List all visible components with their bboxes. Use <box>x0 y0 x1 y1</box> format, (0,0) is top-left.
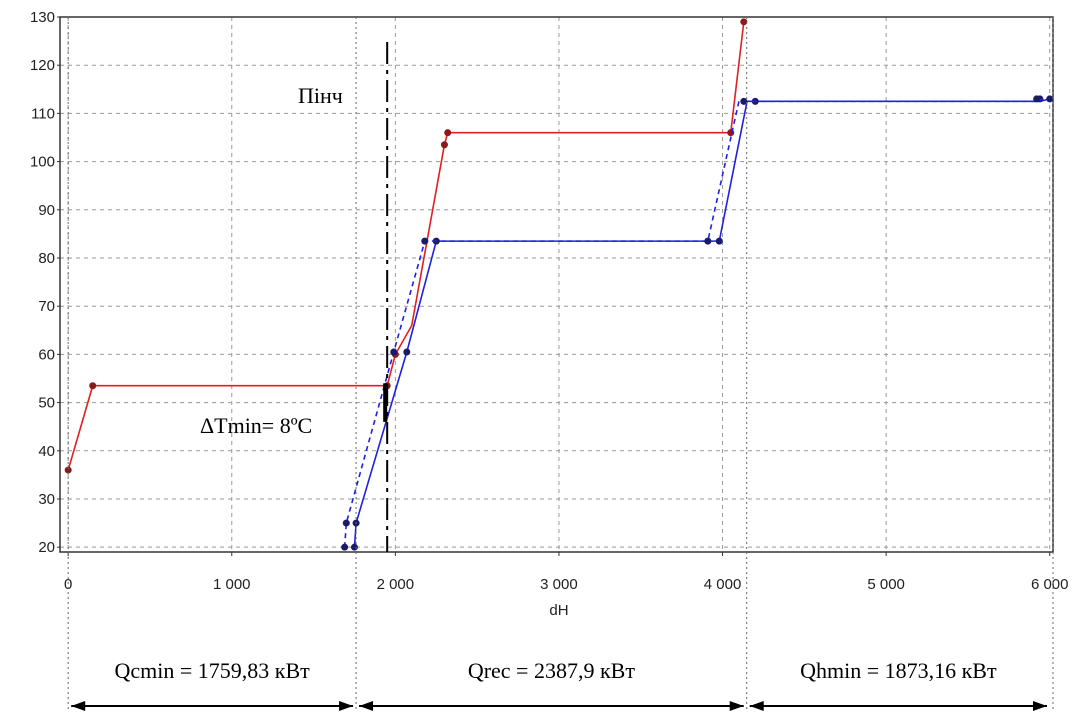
series-line-2 <box>353 98 1050 548</box>
region-label: Qrec = 2387,9 кВт <box>468 658 636 683</box>
data-point <box>704 237 712 245</box>
y-tick-label: 40 <box>38 443 55 460</box>
data-point <box>89 382 97 390</box>
region-arrow-head <box>1033 701 1047 711</box>
data-point <box>421 237 429 245</box>
y-tick-label: 80 <box>38 250 55 267</box>
region-arrow-head <box>749 701 764 711</box>
y-tick-label: 110 <box>31 105 55 122</box>
y-tick-label: 20 <box>38 539 55 556</box>
region-annotations: Qcmin = 1759,83 кВт Qrec = 2387,9 кВт Qhmi… <box>67 17 1054 712</box>
data-point <box>440 141 448 149</box>
series-line-3 <box>343 98 1044 548</box>
y-axis: 20 30 40 50 60 70 80 90 100 110 120 130 <box>30 9 60 556</box>
plot-frame <box>59 16 1054 553</box>
y-tick-label: 120 <box>30 57 55 74</box>
x-tick-label: 5 000 <box>867 576 905 593</box>
series-layer <box>64 18 1054 551</box>
data-point <box>64 466 72 474</box>
y-tick-label: 90 <box>38 202 55 219</box>
data-point <box>341 543 349 551</box>
data-point <box>350 543 358 551</box>
y-tick-label: 100 <box>30 154 55 171</box>
y-tick-label: 50 <box>38 395 55 412</box>
data-point <box>1033 95 1041 103</box>
data-point <box>740 18 748 26</box>
data-point <box>403 348 411 356</box>
data-point <box>444 129 452 137</box>
y-tick-label: 30 <box>38 491 55 508</box>
region-arrow-head <box>359 701 374 711</box>
region-arrow-head <box>339 701 354 711</box>
x-tick-label: 6 000 <box>1031 576 1069 593</box>
y-tick-label: 60 <box>38 346 55 363</box>
region-label: Qcmin = 1759,83 кВт <box>114 658 310 683</box>
dtmin-label: ΔTmin= 8ºC <box>200 413 312 438</box>
y-tick-label: 70 <box>38 298 55 315</box>
data-point <box>715 237 723 245</box>
x-tick-label: 1 000 <box>213 576 251 593</box>
data-point <box>390 348 398 356</box>
data-point <box>1046 95 1054 103</box>
y-tick-label: 130 <box>30 9 55 26</box>
x-axis-label: dH <box>549 602 568 619</box>
x-axis: 0 1 000 2 000 3 000 4 000 5 000 6 000 <box>64 552 1069 593</box>
x-tick-label: 2 000 <box>377 576 415 593</box>
x-tick-label: 0 <box>64 576 72 593</box>
region-label: Qhmin = 1873,16 кВт <box>800 658 997 683</box>
pinch-label: Пінч <box>298 83 343 108</box>
data-point <box>342 519 350 527</box>
grid <box>60 16 1053 552</box>
series-line-1 <box>67 21 745 471</box>
data-point <box>740 97 748 105</box>
x-tick-label: 3 000 <box>540 576 578 593</box>
region-arrow-head <box>71 701 86 711</box>
x-tick-label: 4 000 <box>704 576 742 593</box>
region-arrow-head <box>729 701 744 711</box>
